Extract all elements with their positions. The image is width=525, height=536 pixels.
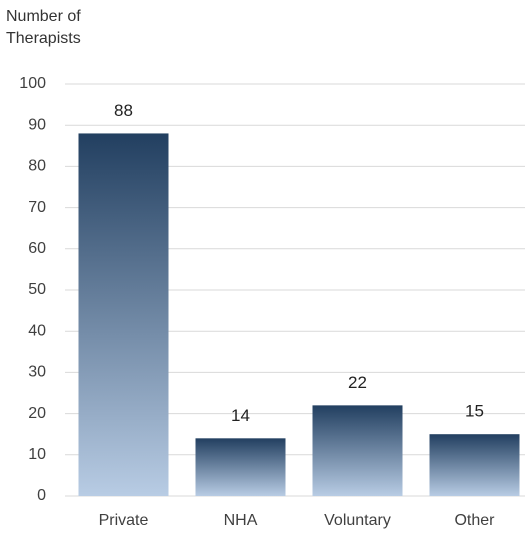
x-tick-label: Voluntary <box>324 512 391 529</box>
data-label: 22 <box>348 373 367 392</box>
data-label: 15 <box>465 402 484 421</box>
bar <box>312 405 403 496</box>
data-label: 88 <box>114 101 133 120</box>
x-tick-label: NHA <box>224 512 258 529</box>
bar <box>78 133 169 496</box>
y-tick-label: 20 <box>28 405 46 422</box>
y-tick-label: 10 <box>28 446 46 463</box>
y-tick-label: 100 <box>19 75 46 92</box>
y-tick-label: 90 <box>28 116 46 133</box>
y-tick-label: 80 <box>28 158 46 175</box>
y-tick-label: 30 <box>28 364 46 381</box>
y-tick-label: 40 <box>28 322 46 339</box>
x-tick-label: Private <box>99 512 149 529</box>
bar <box>429 434 520 496</box>
data-label: 14 <box>231 406 250 425</box>
x-tick-label: Other <box>454 512 495 529</box>
y-tick-label: 70 <box>28 199 46 216</box>
y-tick-label: 0 <box>37 487 46 504</box>
bar <box>195 438 286 496</box>
y-tick-label: 60 <box>28 240 46 257</box>
y-tick-label: 50 <box>28 281 46 298</box>
y-axis-label: Number of Therapists <box>6 8 81 47</box>
